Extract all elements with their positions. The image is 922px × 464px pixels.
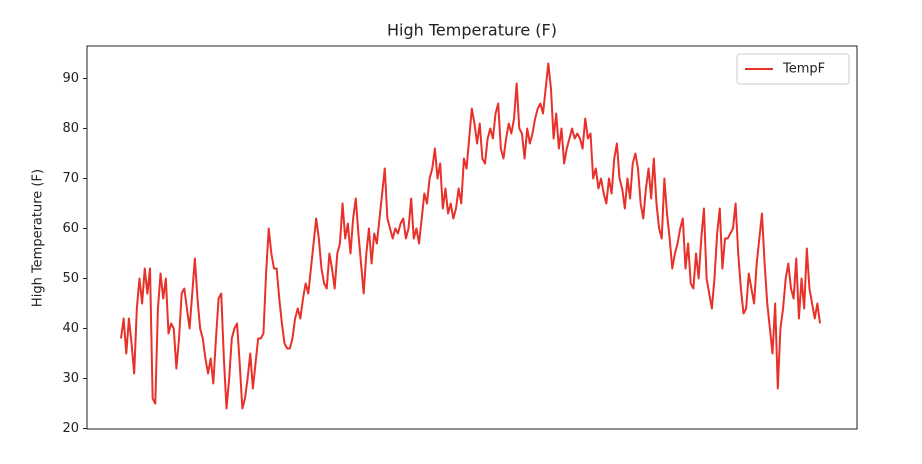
- y-tick-label: 60: [62, 221, 79, 236]
- plot-frame: [86, 45, 858, 430]
- chart-title: High Temperature (F): [387, 21, 557, 40]
- legend-label: TempF: [782, 62, 825, 77]
- y-tick-label: 70: [62, 171, 79, 186]
- y-axis-label: High Temperature (F): [31, 169, 46, 307]
- data-line: [120, 62, 821, 410]
- y-tick-label: 90: [62, 71, 79, 86]
- y-tick-label: 30: [62, 371, 79, 386]
- y-tick-label: 40: [62, 321, 79, 336]
- legend-box: [736, 53, 850, 85]
- y-tick-label: 20: [62, 421, 79, 436]
- y-tick-label: 50: [62, 271, 79, 286]
- y-tick-label: 80: [62, 121, 79, 136]
